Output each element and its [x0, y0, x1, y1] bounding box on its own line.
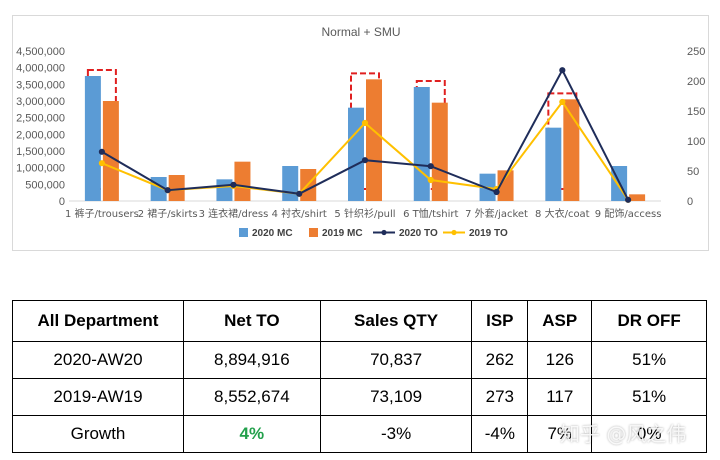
table-cell: 117 [527, 378, 593, 416]
chart-svg: Normal + SMU 0 500,000 1,000,000 1,500,000 2… [16, 25, 705, 239]
table-header-cell: DR OFF [591, 300, 707, 342]
legend-marker-2019-to [451, 229, 457, 236]
x-tick-label: 1 裤子/trousers [65, 207, 139, 220]
bar-2020-mc [348, 107, 364, 201]
point-2019-to [98, 160, 105, 167]
x-tick-label: 5 针织衫/pull [334, 207, 395, 220]
legend-swatch-2020-mc [239, 228, 248, 237]
table-cell: 8,552,674 [183, 378, 321, 416]
y-left-tick-label: 500,000 [25, 179, 65, 191]
point-2020-to [230, 181, 237, 188]
table-cell: Growth [12, 415, 184, 453]
table-row: Growth 4% -3% -4% 7% 0% [12, 415, 707, 453]
bar-2019-mc [497, 170, 514, 201]
bar-2019-mc [629, 194, 646, 201]
x-tick-label: 3 连衣裙/dress [199, 207, 269, 220]
table-cell: 2019-AW19 [12, 378, 184, 416]
summary-table: All Department Net TO Sales QTY ISP ASP … [12, 300, 707, 453]
bar-2019-mc [563, 99, 580, 201]
legend-label: 2019 MC [322, 228, 363, 239]
point-2019-to [427, 176, 434, 184]
table-row: 2020-AW20 8,894,916 70,837 262 126 51% [12, 341, 707, 379]
chart-title: Normal + SMU [321, 25, 400, 39]
table-header-cell: ISP [471, 300, 529, 342]
point-2020-to [427, 163, 434, 170]
bar-2020-mc [216, 179, 233, 201]
point-2020-to [361, 157, 369, 164]
point-2020-to [625, 196, 632, 203]
y-left-tick-label: 1,500,000 [16, 146, 65, 158]
table-header-cell: ASP [527, 300, 593, 342]
legend-label: 2019 TO [469, 228, 508, 239]
x-tick-label: 4 衬衣/shirt [272, 207, 327, 220]
point-2020-to [296, 190, 303, 197]
table-header-cell: Net TO [183, 300, 321, 342]
y-left-tick-label: 2,000,000 [16, 129, 65, 141]
table-cell: -3% [319, 415, 473, 453]
legend-label: 2020 TO [399, 228, 438, 239]
x-tick-label: 9 配饰/access [595, 207, 662, 220]
y-left-tick-label: 1,000,000 [16, 163, 65, 175]
table-cell: 73,109 [319, 378, 473, 416]
table-header-cell: All Department [12, 300, 184, 342]
growth-net-to-cell: 4% [183, 415, 321, 453]
point-2020-to [164, 187, 171, 194]
table-header-cell: Sales QTY [319, 300, 473, 342]
bar-2020-mc [282, 166, 299, 201]
y-left-tick-label: 3,500,000 [16, 79, 65, 91]
legend-marker-2020-to [381, 229, 387, 236]
table-cell: 51% [591, 341, 707, 379]
bar-2020-mc [84, 76, 101, 201]
bar-2020-mc [413, 87, 430, 201]
bar-2019-mc [366, 79, 382, 201]
table-cell: 262 [471, 341, 529, 379]
y-left-tick-label: 0 [59, 196, 65, 208]
y-left-tick-label: 4,000,000 [16, 63, 65, 75]
y-right-tick-label: 200 [687, 76, 705, 88]
y-right-tick-label: 150 [687, 106, 705, 118]
point-2020-to [493, 188, 500, 196]
table-cell: 273 [471, 378, 529, 416]
table-header-row: All Department Net TO Sales QTY ISP ASP … [12, 300, 707, 342]
point-2019-to [361, 119, 369, 127]
bar-2019-mc [431, 102, 448, 201]
x-tick-label: 2 裙子/skirts [138, 207, 198, 220]
table-cell: 126 [527, 341, 593, 379]
legend-label: 2020 MC [252, 228, 293, 239]
table-cell: 70,837 [319, 341, 473, 379]
chart-frame: Normal + SMU 0 500,000 1,000,000 1,500,000 2… [12, 15, 709, 251]
table-cell: 2020-AW20 [12, 341, 184, 379]
point-2020-to [559, 67, 566, 74]
x-tick-label: 7 外套/jacket [465, 207, 528, 220]
table-cell: -4% [471, 415, 529, 453]
bar-2019-mc [102, 101, 119, 201]
x-tick-label: 6 T恤/tshirt [403, 207, 458, 220]
table-cell: 7% [527, 415, 593, 453]
bar-2019-mc [234, 161, 251, 201]
bar-2020-mc [545, 127, 562, 201]
point-2020-to [98, 148, 105, 155]
y-right-tick-label: 50 [687, 166, 699, 178]
y-left-tick-label: 2,500,000 [16, 113, 65, 125]
legend-swatch-2019-mc [309, 228, 318, 237]
point-2019-to [559, 98, 566, 106]
table-cell: 0% [591, 415, 707, 453]
y-left-tick-label: 4,500,000 [16, 46, 65, 58]
table-cell: 51% [591, 378, 707, 416]
y-left-tick-label: 3,000,000 [16, 96, 65, 108]
y-right-tick-label: 100 [687, 136, 705, 148]
bar-2019-mc [168, 175, 185, 201]
y-right-tick-label: 0 [687, 196, 693, 208]
table-row: 2019-AW19 8,552,674 73,109 273 117 51% [12, 378, 707, 416]
table-cell: 8,894,916 [183, 341, 321, 379]
x-tick-label: 8 大衣/coat [535, 207, 590, 220]
y-right-tick-label: 250 [687, 46, 705, 58]
